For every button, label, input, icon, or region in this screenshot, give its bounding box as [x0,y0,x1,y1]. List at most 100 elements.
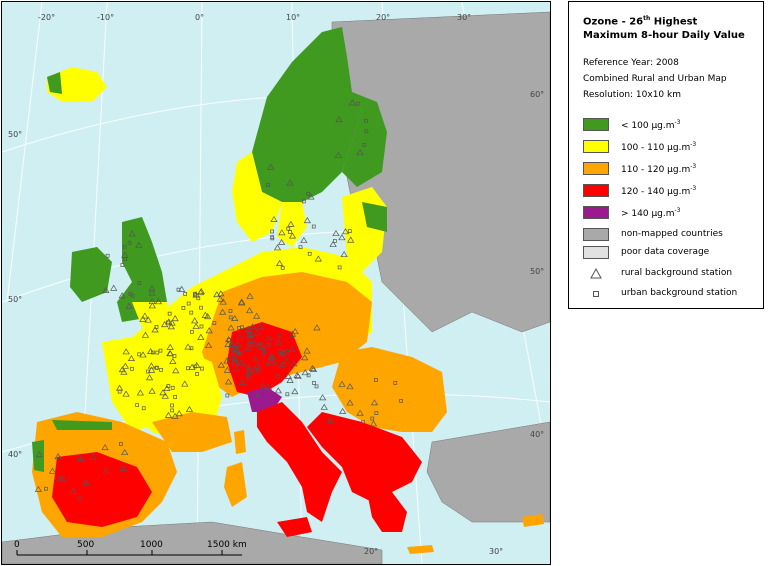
greece-red [367,492,407,532]
rural-station-marker [270,215,278,222]
urban-station-marker [172,354,177,358]
rural-station-marker [122,348,130,355]
urban-station-marker [159,367,163,372]
rural-station-marker [273,244,282,251]
urban-station-marker [141,406,146,411]
rural-station-marker [145,374,154,381]
urban-station-marker [146,369,150,374]
urban-station-marker [186,301,191,306]
urban-station-marker [262,351,267,356]
urban-station-marker [189,310,194,315]
rural-station-marker [339,407,347,414]
legend-class-label: 110 - 120 μg.m-3 [621,163,697,175]
rural-station-marker [54,453,62,460]
rural-station-marker [308,365,317,372]
rural-station-marker [251,340,259,347]
rural-station-marker [136,389,144,396]
urban-station-marker [262,347,266,351]
rural-station-marker [314,255,322,262]
rural-station-marker [121,448,129,456]
urban-station-marker [266,183,270,187]
rural-station-marker [217,290,225,297]
rural-station-marker [231,359,239,366]
rural-station-marker [120,368,128,375]
grid-label-right-2: 50° [530,267,544,276]
rural-station-marker [233,346,241,353]
rural-station-marker [341,228,350,235]
urban-station-marker [190,329,194,334]
urban-station-marker [370,416,375,421]
rural-station-marker [251,366,259,373]
rural-station-marker [245,307,254,314]
urban-station-marker [228,315,233,320]
rural-station-marker [77,455,85,462]
rural-station-marker [163,384,171,391]
map-panel: -20° -10° 0° 10° 20° 30° 50° 50° 40° 60°… [1,1,551,565]
rural-station-marker [346,383,354,390]
legend-title-line2: Maximum 8-hour Daily Value [583,30,745,41]
urban-station-marker [77,496,82,501]
rural-station-marker [313,324,321,331]
rural-station-marker [356,149,364,156]
rural-station-marker [204,313,212,320]
rural-station-marker [278,361,286,368]
urban-station-marker [167,311,172,316]
uk-region [117,217,167,322]
cyprus-orange [522,514,544,527]
rural-station-marker [231,357,239,364]
urban-station-marker [199,305,203,310]
rural-station-marker [196,289,205,296]
scale-label-0: 0 [14,540,20,550]
scale-label-500: 500 [77,540,94,550]
rural-station-marker [303,217,311,224]
urban-station-marker [117,389,122,394]
urban-station-marker [181,306,186,310]
rural-station-marker [217,361,225,368]
station-markers [34,99,403,501]
rural-station-marker [303,347,311,354]
legend-urban-label: urban background station [621,288,738,298]
swatch-orange [583,162,609,175]
balkans-red [307,412,422,502]
rural-station-marker [184,343,192,350]
estonia-green [362,202,387,232]
rural-station-marker [274,338,282,345]
urban-station-marker [123,257,128,262]
rural-station-marker [356,409,364,416]
rural-station-marker [291,327,299,335]
portugal-green [32,440,44,472]
rural-station-marker [118,292,126,299]
urban-station-marker [301,199,306,204]
urban-station-marker [258,342,263,347]
rural-station-marker [238,379,246,386]
grid-label-top-6: 30° [457,13,471,22]
urban-station-marker [135,403,140,407]
rural-station-marker [277,238,286,245]
rural-station-marker [48,467,57,474]
rural-station-marker [148,289,156,296]
rural-station-marker [34,485,42,492]
rural-station-marker [166,343,174,350]
urban-station-marker [306,373,311,378]
urban-station-marker [399,399,403,403]
urban-station-marker [237,326,241,330]
urban-station-marker [266,361,271,366]
rural-station-marker [121,251,129,258]
scale-label-1000: 1000 [140,540,163,550]
swatch-grey [583,228,609,241]
rural-station-marker [243,344,252,351]
rural-station-marker [69,487,77,494]
legend-class-label: > 140 μg.m-3 [621,207,681,219]
rural-station-marker [201,311,209,318]
rural-station-marker [165,318,173,325]
rural-station-marker [161,392,169,399]
rural-station-marker [346,399,354,406]
urban-station-marker [306,191,311,196]
rural-station-marker [338,380,346,387]
rural-station-marker [139,315,147,322]
urban-station-marker [246,375,251,380]
rural-station-marker [151,326,159,333]
rural-station-marker [121,362,130,369]
grid-label-top-5: 20° [376,13,390,22]
urban-station-marker [337,265,342,270]
